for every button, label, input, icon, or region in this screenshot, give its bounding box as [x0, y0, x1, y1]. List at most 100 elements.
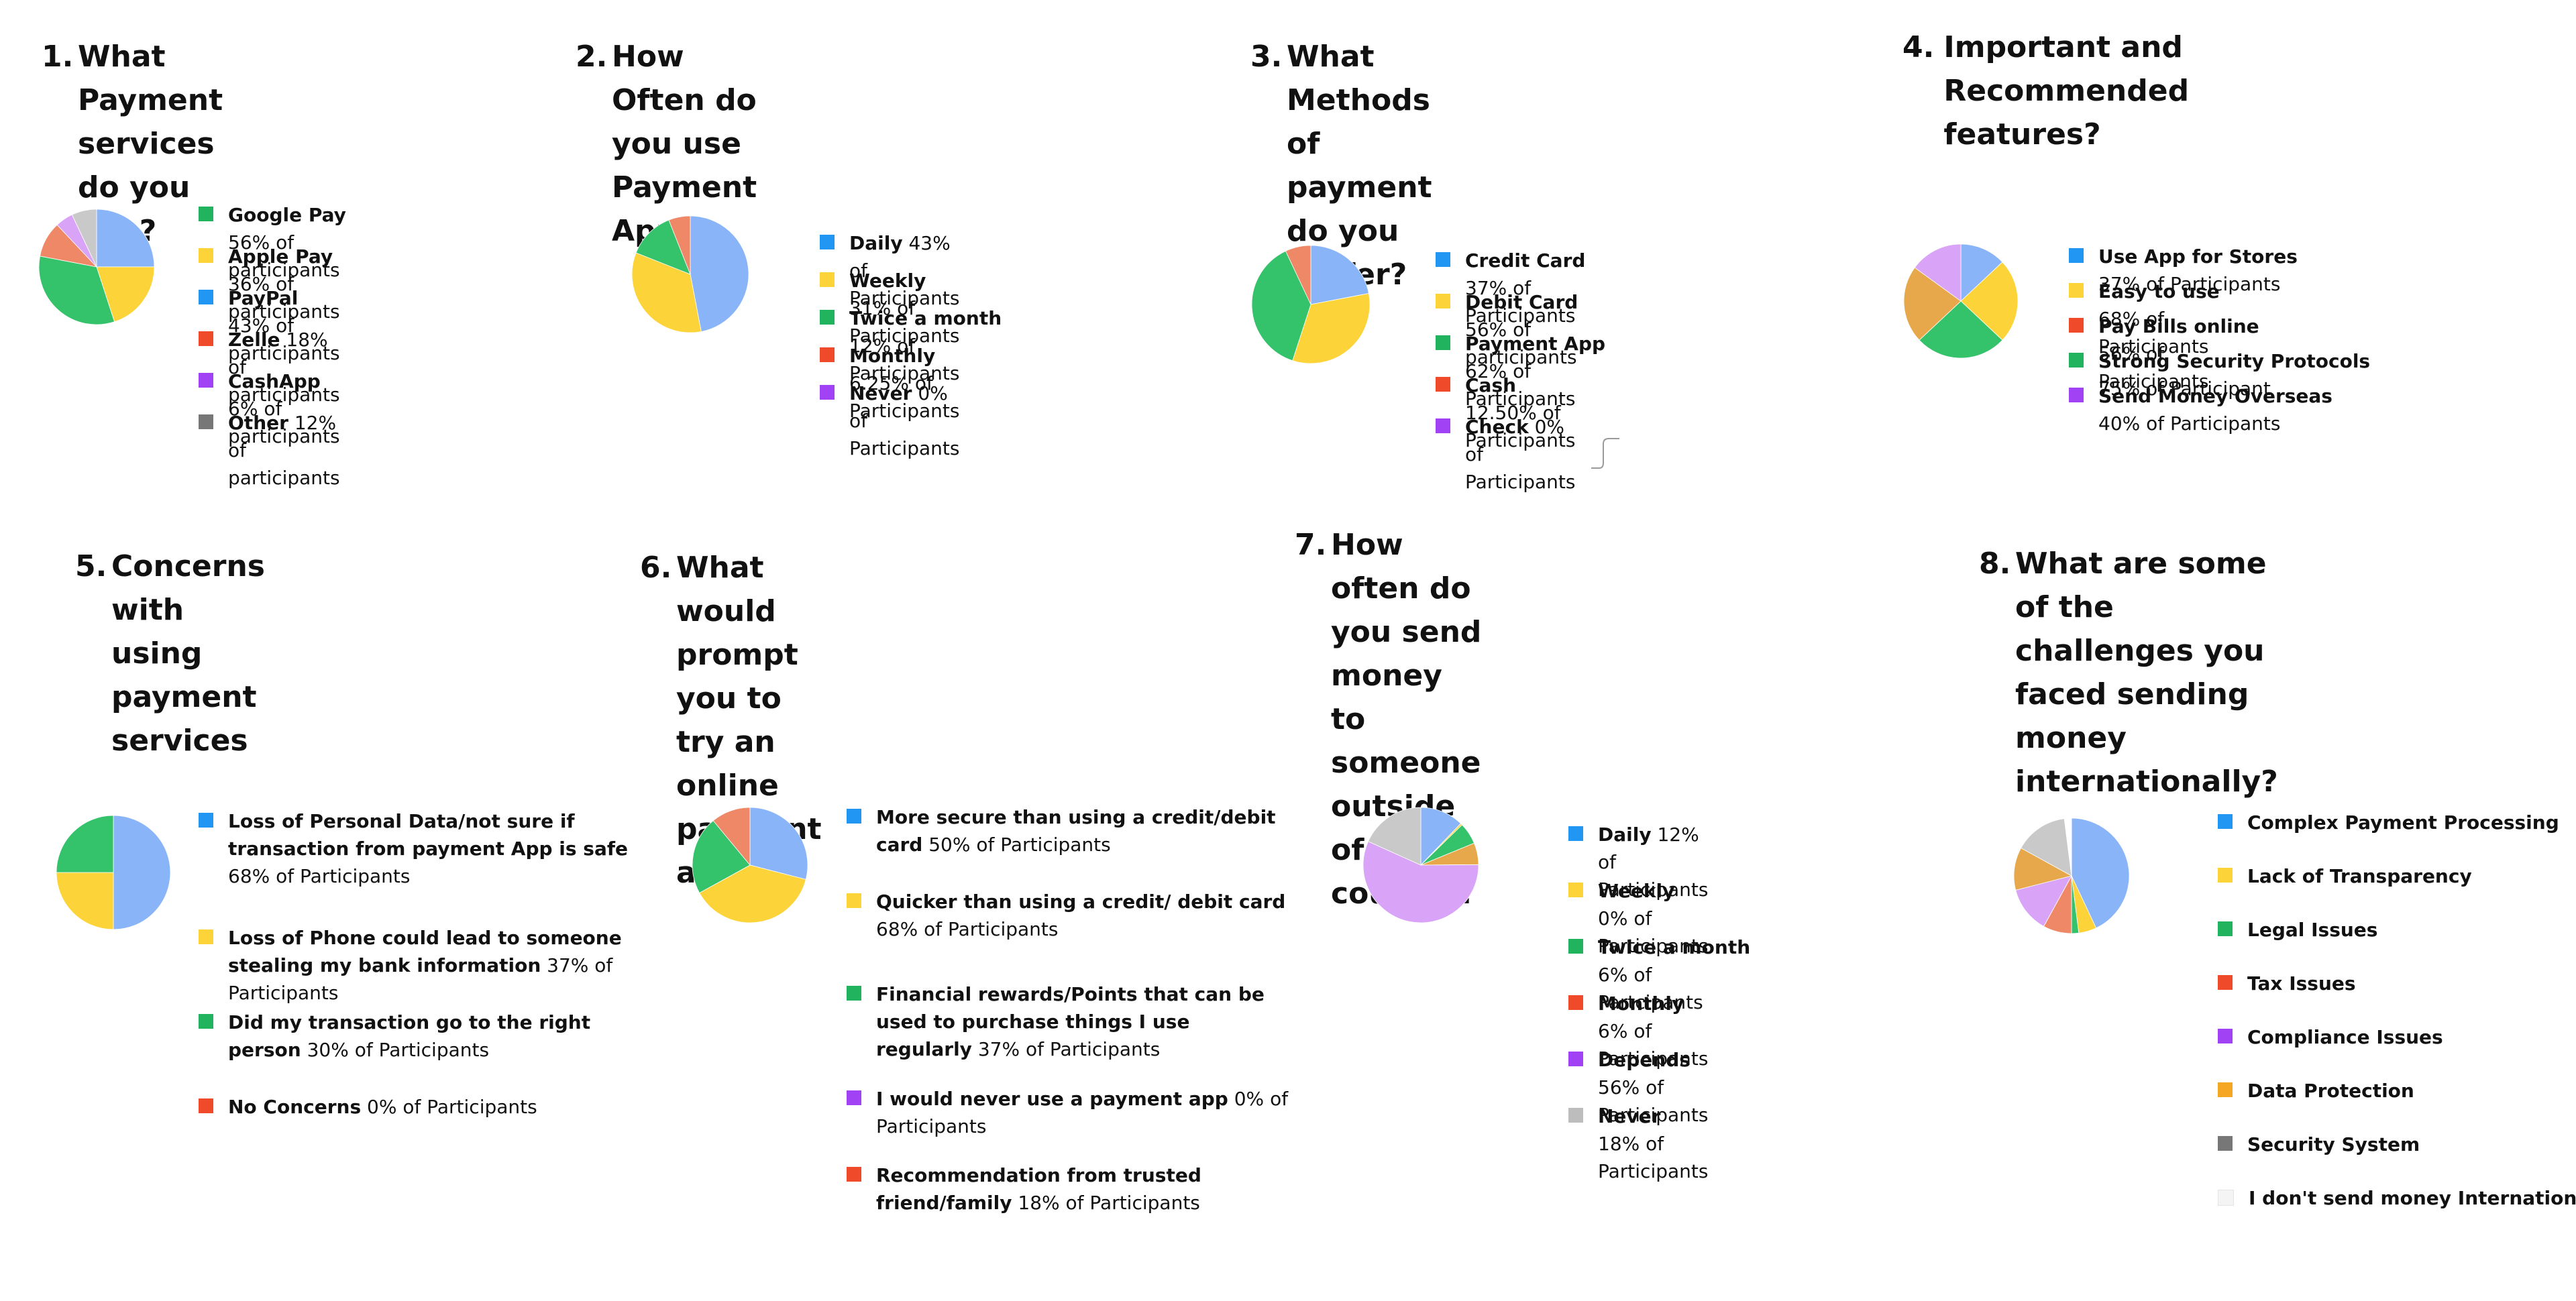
- legend-swatch: [2218, 868, 2233, 883]
- pie-slice-purple: [1362, 841, 1479, 923]
- legend-value: 6% of participants: [228, 370, 340, 447]
- pie-chart-6: [692, 807, 808, 923]
- legend-item: Did my transaction go to the right perso…: [199, 1009, 644, 1064]
- question-number: 6.: [640, 551, 672, 585]
- legend-label: Easy to use: [2098, 280, 2220, 302]
- legend-label: Google Pay: [228, 204, 346, 226]
- legend-value: 0% of Participants: [876, 1088, 1294, 1137]
- legend-item: Weekly 0% of Participants: [1568, 877, 1708, 960]
- legend-swatch: [199, 813, 213, 828]
- legend-item: Send Money Overseas 40% of Participants: [2069, 382, 2332, 437]
- legend-value: 43% of participants: [228, 287, 340, 364]
- legend-item: Lack of Transparency: [2218, 862, 2472, 890]
- legend-item: Monthly 6.25% of Participants: [820, 342, 959, 425]
- legend-swatch: [2218, 975, 2233, 990]
- legend-label: Twice a month: [1598, 936, 1751, 958]
- legend-swatch: [1568, 883, 1583, 897]
- legend-item: Data Protection: [2218, 1077, 2414, 1105]
- pie-chart-1: [38, 209, 155, 325]
- legend-label: More secure than using a credit/debit ca…: [876, 806, 1276, 856]
- legend-swatch: [1436, 377, 1450, 392]
- legend-item: I don't send money Internationally: [2218, 1184, 2576, 1212]
- legend-swatch: [820, 385, 835, 400]
- legend-value: 6.25% of Participants: [849, 345, 960, 422]
- legend-label: No Concerns: [228, 1096, 362, 1118]
- legend-swatch: [199, 929, 213, 944]
- legend-label: Compliance Issues: [2247, 1026, 2443, 1048]
- pie-slice-blue: [1420, 807, 1462, 866]
- legend-item: Twice a month 12% of Participants: [820, 304, 1002, 387]
- legend-swatch: [2069, 353, 2084, 367]
- legend-swatch: [1436, 418, 1450, 433]
- legend-swatch: [2218, 1190, 2234, 1206]
- pie-chart-8: [2013, 817, 2130, 934]
- pie-chart-5: [56, 815, 171, 930]
- legend-value: 75% of Participant: [2098, 350, 2376, 400]
- legend-item: Compliance Issues: [2218, 1023, 2443, 1051]
- pie-slice-purple: [2015, 875, 2072, 927]
- legend-value: 6% of Partcipants: [1598, 936, 1757, 1013]
- legend-value: 40% of Participants: [2098, 385, 2339, 435]
- pie-slice-red: [668, 215, 691, 275]
- legend-swatch: [2218, 1029, 2233, 1043]
- pie-slice-blue: [690, 215, 749, 332]
- question-text: What Payment services do you Use?: [78, 40, 223, 248]
- question-text: Concerns with using payment services: [111, 549, 265, 758]
- question-text: What are some of the challenges you face…: [2015, 547, 2278, 799]
- legend-label: Other: [228, 412, 288, 434]
- legend-value: 0% of Participants: [1598, 880, 1709, 957]
- legend-value: 0% of Participants: [361, 1096, 537, 1118]
- question-number: 7.: [1295, 528, 1327, 562]
- legend-item: CashApp 6% of participants: [199, 367, 340, 450]
- legend-item: I would never use a payment app 0% of Pa…: [847, 1085, 1292, 1140]
- legend-label: Cash: [1465, 374, 1517, 396]
- legend-value: 37% of Participants: [2098, 245, 2304, 295]
- legend-item: Recommendation from trusted friend/famil…: [847, 1162, 1292, 1217]
- legend-label: I would never use a payment app: [876, 1088, 1228, 1110]
- legend-value: 62% of Participants: [1465, 333, 1611, 410]
- legend-item: Google Pay 56% of participants: [199, 201, 346, 284]
- legend-value: 12% of Participants: [849, 307, 1008, 384]
- legend-value: 18% of Participants: [1598, 1105, 1709, 1182]
- legend-label: Recommendation from trusted friend/famil…: [876, 1164, 1201, 1214]
- legend-swatch: [820, 235, 835, 249]
- legend-swatch: [199, 414, 213, 429]
- legend-swatch: [2218, 1082, 2233, 1097]
- pie-slice-red: [712, 807, 751, 866]
- pie-slice-yellow: [631, 252, 702, 333]
- legend-label: PayPal: [228, 287, 299, 309]
- legend-label: Never: [849, 382, 912, 404]
- question-1-title: 1. What Payment services do you Use?: [42, 35, 227, 253]
- legend-item: Quicker than using a credit/ debit card …: [847, 888, 1292, 943]
- legend-value: 12% of participants: [228, 412, 342, 489]
- legend-swatch: [2218, 1136, 2233, 1151]
- legend-swatch: [199, 207, 213, 221]
- legend-swatch: [2069, 283, 2084, 298]
- legend-value: 50% of Participants: [922, 834, 1111, 856]
- pie-slice-green: [56, 815, 114, 873]
- legend-swatch: [820, 272, 835, 287]
- legend-label: Pay Bills online: [2098, 315, 2259, 337]
- pie-slice-blue: [113, 815, 171, 930]
- legend-swatch: [2218, 921, 2233, 936]
- legend-item: Never 0% of Participants: [820, 380, 959, 462]
- legend-item: Never 18% of Participants: [1568, 1102, 1708, 1185]
- legend-swatch: [2069, 318, 2084, 333]
- pie-slice-gray: [2021, 818, 2072, 876]
- legend-value: 56% of participants: [228, 204, 352, 281]
- legend-swatch: [1436, 252, 1450, 267]
- pie-chart-4: [1903, 243, 2019, 359]
- legend-label: Monthly: [849, 345, 936, 367]
- legend-value: 37% of Participants: [971, 1038, 1161, 1060]
- legend-label: Payment App: [1465, 333, 1606, 355]
- legend-item: Daily 43% of Participants: [820, 229, 959, 312]
- pie-slice-orange: [1903, 267, 1962, 341]
- legend-value: 0% of Participants: [849, 382, 960, 459]
- legend-swatch: [199, 1014, 213, 1029]
- legend-swatch: [1436, 294, 1450, 308]
- legend-item: Debit Card 56% of participants: [1436, 288, 1578, 371]
- legend-item: Daily 12% of Participants: [1568, 821, 1708, 903]
- legend-swatch: [1568, 826, 1583, 841]
- legend-label: Daily: [849, 232, 903, 254]
- pie-slice-gray: [1368, 807, 1421, 866]
